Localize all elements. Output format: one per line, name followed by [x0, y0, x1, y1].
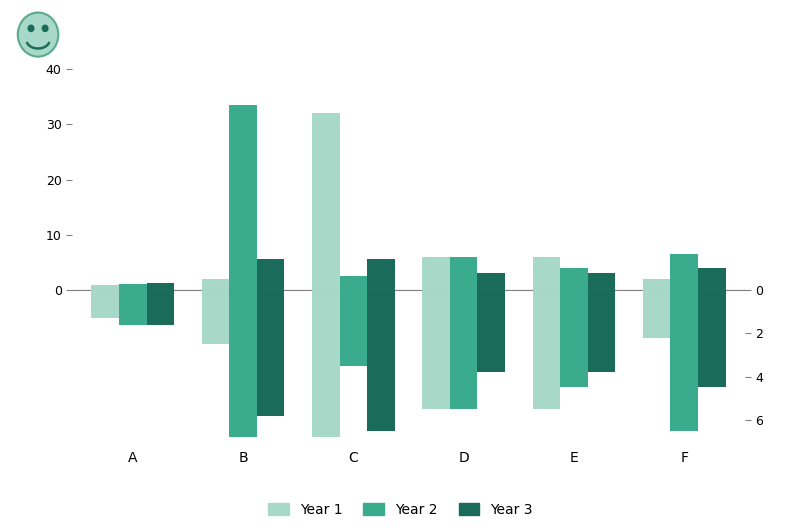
Bar [560, 268, 588, 290]
Circle shape [18, 13, 58, 56]
Circle shape [42, 24, 49, 32]
Bar [422, 290, 450, 409]
Bar [588, 273, 615, 290]
Bar [477, 290, 505, 372]
Bar [229, 105, 257, 290]
Bar [533, 257, 560, 290]
Bar [257, 290, 284, 415]
Bar [533, 290, 560, 409]
Bar [147, 283, 174, 290]
Bar [229, 290, 257, 437]
Bar [670, 254, 698, 290]
Bar [477, 273, 505, 290]
Bar [257, 260, 284, 290]
Bar [698, 268, 726, 290]
Bar [422, 257, 450, 290]
Bar [147, 290, 174, 325]
Bar [312, 113, 340, 290]
Bar [367, 290, 395, 431]
Bar [119, 284, 147, 290]
Bar [367, 260, 395, 290]
Bar [91, 290, 119, 318]
Bar [643, 279, 670, 290]
Bar [450, 257, 477, 290]
Circle shape [27, 24, 34, 32]
Bar [202, 290, 229, 344]
Bar [670, 290, 698, 431]
Bar [643, 290, 670, 337]
Bar [119, 290, 147, 325]
Bar [312, 290, 340, 437]
Bar [560, 290, 588, 387]
Bar [340, 290, 367, 365]
Legend: Year 1, Year 2, Year 3: Year 1, Year 2, Year 3 [263, 497, 538, 522]
Bar [202, 279, 229, 290]
Bar [91, 286, 119, 290]
Bar [698, 290, 726, 387]
Bar [588, 290, 615, 372]
Bar [340, 276, 367, 290]
Bar [450, 290, 477, 409]
